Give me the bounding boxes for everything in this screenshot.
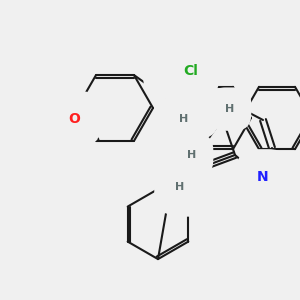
Text: H: H	[176, 182, 184, 192]
Text: Cl: Cl	[184, 64, 198, 78]
Text: H: H	[179, 114, 189, 124]
Text: H: H	[186, 190, 196, 200]
Text: O: O	[164, 64, 176, 78]
Text: H: H	[225, 104, 235, 114]
Text: N: N	[257, 170, 269, 184]
Text: O: O	[68, 112, 80, 126]
Text: H: H	[188, 150, 196, 160]
Text: O: O	[175, 180, 187, 194]
Text: N: N	[186, 104, 198, 118]
